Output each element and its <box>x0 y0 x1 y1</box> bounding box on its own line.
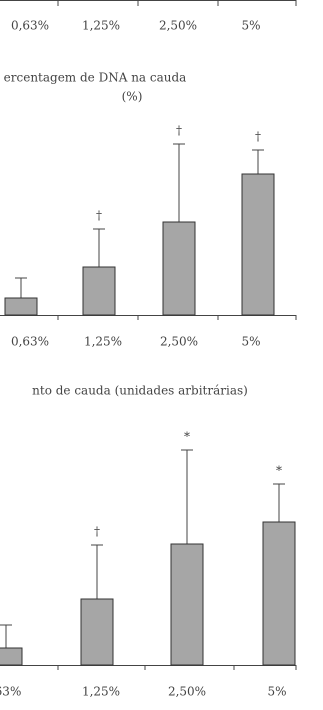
bar <box>0 647 23 666</box>
chart-subtitle: (%) <box>122 90 143 104</box>
significance-marker: † <box>94 525 100 539</box>
significance-marker: * <box>184 430 190 444</box>
significance-marker: † <box>255 130 261 144</box>
bar <box>170 543 204 666</box>
bar <box>82 266 116 316</box>
significance-marker: † <box>96 209 102 223</box>
x-tick-label: 63% <box>0 685 21 699</box>
bar <box>4 297 38 316</box>
bar <box>162 221 196 316</box>
significance-marker: † <box>176 124 182 138</box>
bar <box>241 173 275 316</box>
x-tick-label: 2,50% <box>160 335 198 349</box>
x-tick-label: 1,25% <box>82 19 120 33</box>
bar <box>80 598 114 666</box>
x-tick-label: 0,63% <box>11 19 49 33</box>
bar <box>262 521 296 666</box>
x-tick-label: 2,50% <box>159 19 197 33</box>
x-tick-label: 0,63% <box>11 335 49 349</box>
chart-title: ercentagem de DNA na cauda <box>4 71 187 85</box>
x-tick-label: 1,25% <box>82 685 120 699</box>
significance-marker: * <box>276 464 282 478</box>
x-tick-label: 2,50% <box>168 685 206 699</box>
x-tick-label: 5% <box>241 19 260 33</box>
x-tick-label: 1,25% <box>84 335 122 349</box>
x-tick-label: 5% <box>241 335 260 349</box>
x-tick-label: 5% <box>267 685 286 699</box>
chart-title: nto de cauda (unidades arbitrárias) <box>32 384 248 398</box>
